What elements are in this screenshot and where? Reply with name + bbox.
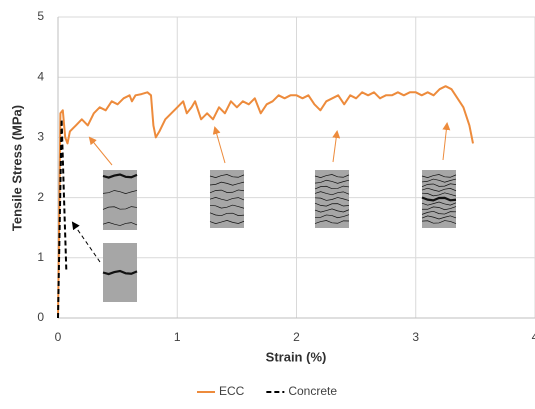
crack-line: [209, 197, 245, 201]
crack-line: [102, 190, 138, 194]
x-tick-label: 3: [412, 330, 419, 344]
crack-specimen: [103, 170, 137, 230]
crack-line: [102, 173, 138, 179]
legend-label: Concrete: [288, 384, 337, 398]
crack-line: [314, 197, 350, 201]
crack-line: [102, 206, 138, 210]
y-tick-label: 0: [37, 310, 44, 324]
crack-line: [421, 192, 457, 197]
x-tick-label: 0: [55, 330, 62, 344]
crack-line: [314, 208, 350, 213]
crack-line: [314, 202, 350, 207]
x-tick-label: 2: [293, 330, 300, 344]
crack-line: [314, 191, 350, 196]
crack-line: [314, 214, 350, 219]
x-tick-label: 1: [174, 330, 181, 344]
y-tick-label: 3: [37, 130, 44, 144]
x-axis-title: Strain (%): [266, 349, 327, 364]
annotation-arrow: [71, 221, 101, 263]
crack-line: [314, 179, 350, 184]
crack-line: [421, 187, 457, 192]
annotation-arrow: [442, 122, 451, 161]
crack-line: [421, 174, 457, 178]
series-line: [57, 118, 68, 319]
crack-specimen: [210, 170, 244, 228]
crack-line: [209, 220, 245, 224]
annotation-arrow: [332, 130, 341, 163]
legend-label: ECC: [219, 384, 245, 398]
crack-line: [421, 210, 457, 215]
crack-specimen: [103, 243, 137, 302]
y-tick-label: 1: [37, 250, 44, 264]
crack-line: [421, 196, 457, 202]
annotation-arrow: [88, 136, 113, 166]
crack-line: [209, 181, 245, 186]
crack-illustrations: [71, 122, 457, 302]
crack-line: [314, 185, 350, 190]
y-axis-title: Tensile Stress (MPa): [9, 105, 24, 231]
crack-line: [421, 201, 457, 206]
y-tick-label: 5: [37, 9, 44, 23]
crack-line: [209, 204, 245, 209]
crack-line: [102, 222, 138, 226]
crack-line: [421, 206, 457, 211]
y-tick-label: 2: [37, 190, 44, 204]
annotation-arrow: [212, 126, 226, 164]
crack-line: [421, 183, 457, 187]
crack-line: [314, 174, 350, 178]
crack-line: [102, 269, 138, 276]
crack-line: [314, 220, 350, 224]
crack-line: [421, 178, 457, 183]
series-line: [57, 85, 474, 319]
x-tick-label: 4: [532, 330, 535, 344]
crack-line: [209, 189, 245, 194]
crack-line: [209, 174, 245, 178]
crack-line: [209, 212, 245, 217]
crack-line: [421, 215, 457, 220]
y-tick-label: 4: [37, 69, 44, 83]
crack-line: [421, 220, 457, 224]
